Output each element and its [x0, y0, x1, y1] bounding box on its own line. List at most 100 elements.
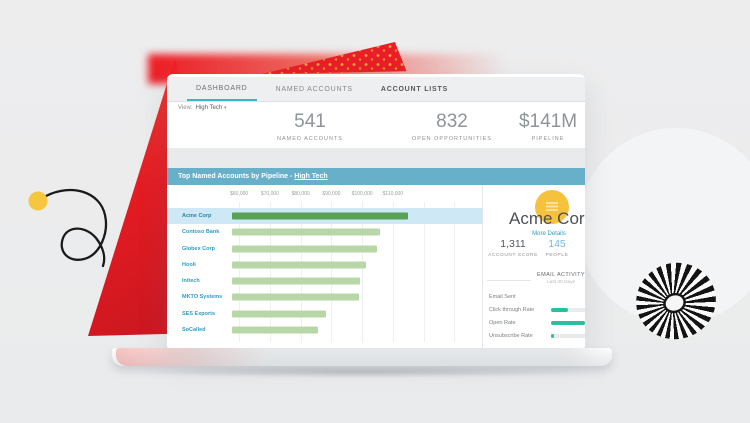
- tab-dashboard[interactable]: DASHBOARD: [187, 77, 257, 101]
- gridline: [239, 202, 241, 342]
- progress-fill: [551, 320, 585, 325]
- row-label[interactable]: Acme Corp: [182, 213, 212, 220]
- pipeline-bar: [232, 261, 367, 269]
- laptop-base: [112, 348, 612, 366]
- axis-tick: $90,000: [322, 191, 341, 197]
- gridline: [300, 202, 302, 342]
- panel-stat: 1,311 ACCOUNT SCORE: [487, 238, 539, 259]
- row-plot: [232, 322, 482, 338]
- panel-stat: OP: [575, 238, 585, 259]
- chevron-down-icon: ▾: [224, 105, 227, 111]
- row-plot: [232, 241, 482, 257]
- progress-track: [551, 320, 585, 325]
- chart-row[interactable]: SoCalled: [167, 322, 482, 338]
- stat-value: 541: [294, 111, 326, 132]
- email-activity-subtitle: Last 30 Days: [547, 280, 575, 285]
- email-row: Unsubscribe Rate: [489, 329, 585, 342]
- chart-gridlines: [233, 202, 482, 342]
- email-row-label: Click through Rate: [489, 306, 535, 313]
- chart-row[interactable]: Globex Corp: [167, 241, 482, 257]
- company-logo-icon: [546, 202, 558, 212]
- email-row-label: Open Rate: [489, 319, 516, 326]
- view-label: View:: [178, 105, 193, 111]
- panel-stat-value: [575, 238, 585, 250]
- more-details-link[interactable]: More Details: [532, 231, 566, 237]
- axis-tick: $60,000: [230, 191, 249, 197]
- panel-stat: 145 PEOPLE: [539, 238, 575, 259]
- panel-stat-value: 145: [548, 238, 566, 250]
- tab-account-lists[interactable]: ACCOUNT LISTS: [380, 85, 449, 93]
- axis-tick: $70,000: [260, 191, 279, 197]
- row-label[interactable]: Globex Corp: [182, 245, 216, 252]
- stat-label: OPEN OPPORTUNITIES: [412, 136, 492, 142]
- chart-axis: $60,000 $70,000 $80,000 $90,000 $100,000 $110…: [230, 191, 482, 199]
- summary-stat: $141M PIPELINE: [483, 111, 585, 143]
- row-label[interactable]: SoCalled: [182, 326, 206, 333]
- email-row-label: Email Sent: [489, 293, 516, 300]
- stat-value: $141M: [518, 111, 578, 132]
- row-label[interactable]: Contoso Bank: [182, 229, 220, 236]
- gridline: [362, 202, 364, 342]
- pipeline-bar: [232, 293, 359, 301]
- chart-row[interactable]: Hooli: [167, 257, 482, 273]
- summary-stat: 541 NAMED ACCOUNTS: [245, 111, 375, 143]
- chart-row[interactable]: Contoso Bank: [167, 224, 482, 240]
- gridline: [269, 202, 271, 342]
- axis-tick: $100,000: [351, 191, 373, 197]
- chart-row[interactable]: SES Exports: [167, 306, 482, 322]
- panel-divider: [482, 185, 483, 348]
- progress-track: [551, 307, 585, 312]
- email-activity-rows: Email Sent Click through Rate Open Rate Uns…: [489, 290, 585, 342]
- progress-fill: [551, 307, 569, 312]
- email-activity-title: EMAIL ACTIVITY: [537, 272, 585, 278]
- email-row: Open Rate: [489, 316, 585, 329]
- panel-stat-label: PEOPLE: [545, 253, 569, 258]
- yellow-dot: [28, 191, 48, 211]
- stat-value: 832: [436, 111, 468, 132]
- chart-row[interactable]: MKTO Systems: [167, 289, 482, 305]
- row-plot: [232, 257, 482, 273]
- row-plot: [232, 306, 482, 322]
- squiggle-line: [44, 188, 108, 268]
- panel-stat-value: 1,311: [500, 238, 526, 250]
- email-row: Email Sent: [489, 290, 585, 303]
- gridline: [454, 202, 456, 342]
- laptop-shadow: [138, 366, 584, 378]
- row-plot: [232, 289, 482, 305]
- row-plot: [232, 208, 482, 224]
- row-label[interactable]: SES Exports: [182, 310, 216, 317]
- pipeline-bar: [232, 277, 361, 285]
- view-value[interactable]: High Tech: [195, 105, 223, 111]
- pipeline-bar: [232, 212, 408, 220]
- account-name: Acme Corp: [509, 209, 585, 228]
- pipeline-bar: [232, 326, 319, 334]
- gridline: [392, 202, 394, 342]
- panel-stat-label: OP: [575, 253, 585, 259]
- row-label[interactable]: Hooli: [182, 261, 196, 268]
- tab-bar: DASHBOARD NAMED ACCOUNTS ACCOUNT LISTS: [167, 77, 585, 102]
- email-activity-header: EMAIL ACTIVITY Last 30 Days: [533, 272, 585, 285]
- stat-label: NAMED ACCOUNTS: [277, 136, 343, 142]
- pipeline-bar: [232, 228, 381, 236]
- axis-tick: $110,000: [382, 191, 404, 197]
- progress-track: [551, 333, 585, 338]
- account-avatar: [535, 190, 569, 224]
- account-stats: 1,311 ACCOUNT SCORE 145 PEOPLE OP: [487, 238, 585, 259]
- row-label[interactable]: MKTO Systems: [182, 294, 223, 301]
- row-label[interactable]: Initech: [182, 278, 200, 285]
- tab-named-accounts[interactable]: NAMED ACCOUNTS: [275, 85, 353, 93]
- chart-title: Top Named Accounts by Pipeline - High Te…: [167, 168, 585, 185]
- gridline: [331, 202, 333, 342]
- email-section-divider: [487, 280, 531, 281]
- chart-row[interactable]: Initech: [167, 273, 482, 289]
- chart-row[interactable]: Acme Corp: [167, 208, 482, 225]
- panel-stat-label: ACCOUNT SCORE: [488, 253, 538, 258]
- stat-label: PIPELINE: [531, 136, 565, 142]
- chart-title-text: Top Named Accounts by Pipeline -: [178, 173, 295, 180]
- chart-rows: Acme Corp Contoso Bank Globex Corp Hooli Ini…: [167, 208, 482, 338]
- email-row-label: Unsubscribe Rate: [489, 332, 533, 339]
- section-divider: [167, 148, 585, 168]
- chart-title-link[interactable]: High Tech: [294, 173, 328, 180]
- view-selector[interactable]: View: High Tech ▾: [178, 105, 227, 111]
- axis-tick: $80,000: [291, 191, 310, 197]
